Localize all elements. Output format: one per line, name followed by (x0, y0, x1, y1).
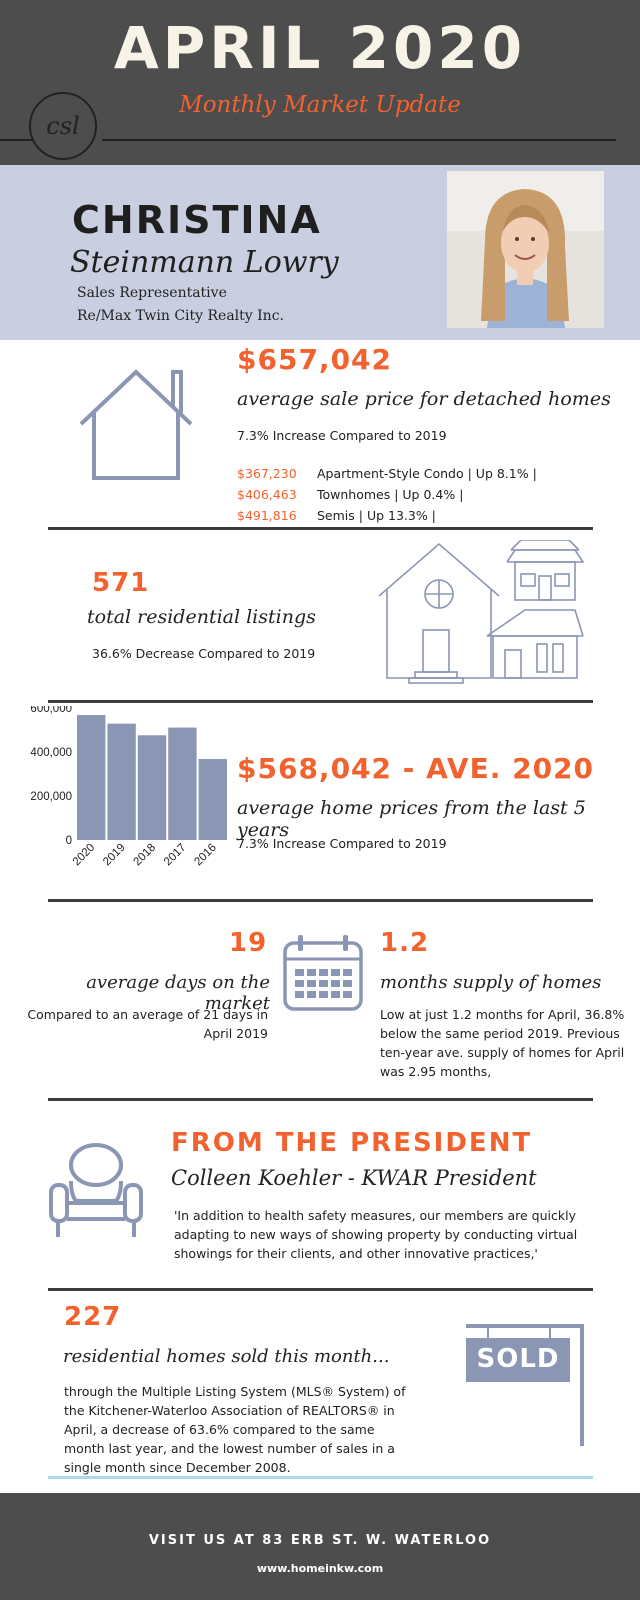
page-subtitle: Monthly Market Update (179, 92, 461, 118)
agent-role: Sales Representative (77, 285, 227, 301)
supply-label: months supply of homes (380, 972, 602, 993)
detached-change: 7.3% Increase Compared to 2019 (237, 428, 447, 443)
detached-price: $657,042 (237, 343, 393, 376)
agent-first-name: CHRISTINA (72, 198, 322, 242)
section-divider (48, 1288, 593, 1291)
supply-note: Low at just 1.2 months for April, 36.8% … (380, 1007, 625, 1079)
days-note: Compared to an average of 21 days in Apr… (27, 1007, 268, 1041)
sold-body: through the Multiple Listing System (MLS… (64, 1384, 406, 1475)
sold-sign-icon (466, 1324, 584, 1446)
section-divider-accent (48, 1476, 593, 1479)
header-rule-right (102, 139, 616, 141)
house-icon (79, 369, 193, 480)
listings-label: total residential listings (87, 606, 316, 628)
chart-bar (107, 723, 136, 840)
header: APRIL 2020 Monthly Market Update csl (0, 0, 640, 165)
logo-text: csl (46, 112, 80, 140)
brand-logo: csl (29, 92, 97, 160)
days-count: 19 (229, 928, 268, 958)
footer: VISIT US AT 83 ERB ST. W. WATERLOO www.h… (0, 1493, 640, 1600)
y-tick-label: 0 (66, 835, 72, 847)
chart-bar (168, 727, 197, 840)
chart-bar (137, 735, 167, 840)
sold-label: residential homes sold this month... (63, 1346, 390, 1367)
five-year-change: 7.3% Increase Compared to 2019 (237, 836, 447, 851)
agent-company: Re/Max Twin City Realty Inc. (77, 308, 284, 324)
agent-band: CHRISTINA Steinmann Lowry Sales Represen… (0, 165, 640, 340)
x-tick-label: 2019 (101, 842, 128, 869)
calendar-icon (283, 935, 363, 1011)
breakdown-price: $491,816 (237, 508, 297, 523)
chart-bar (198, 759, 227, 840)
listings-change: 36.6% Decrease Compared to 2019 (92, 646, 316, 661)
footer-website-link[interactable]: www.homeinkw.com (256, 1562, 384, 1575)
chart-bar (77, 715, 106, 840)
days-label: average days on the market (86, 972, 270, 1014)
supply-count: 1.2 (380, 928, 430, 958)
agent-last-name: Steinmann Lowry (70, 245, 339, 280)
x-tick-label: 2016 (192, 842, 219, 869)
y-tick-label: 400,000 (30, 747, 72, 759)
president-name: Colleen Koehler - KWAR President (171, 1166, 537, 1190)
list-item: $367,230 Apartment-Style Condo | Up 8.1% … (237, 463, 537, 484)
section-divider (48, 700, 593, 703)
breakdown-list: $367,230 Apartment-Style Condo | Up 8.1% … (237, 463, 537, 526)
five-year-label: average home prices from the last 5 year… (237, 797, 586, 841)
listings-count: 571 (92, 568, 150, 598)
armchair-icon (49, 1143, 143, 1237)
x-tick-label: 2018 (132, 842, 159, 869)
president-heading: FROM THE PRESIDENT (171, 1128, 533, 1158)
header-rule-left (0, 139, 34, 141)
footer-address: VISIT US AT 83 ERB ST. W. WATERLOO (148, 1533, 492, 1548)
x-tick-label: 2017 (162, 842, 189, 869)
y-tick-label: 200,000 (30, 791, 72, 803)
x-tick-label: 2020 (71, 842, 98, 869)
president-quote: 'In addition to health safety measures, … (174, 1208, 578, 1261)
y-tick-label: 600,000 (30, 706, 72, 715)
five-year-bar-chart: 600,000 400,000 200,000 0 2020 2019 2018 2017 2… (30, 706, 227, 869)
section-divider (48, 1098, 593, 1101)
list-item: $406,463 Townhomes | Up 0.4% | (237, 484, 537, 505)
sold-count: 227 (64, 1302, 122, 1332)
houses-icon (378, 540, 585, 684)
agent-photo (447, 171, 604, 328)
five-year-headline: $568,042 - AVE. 2020 (237, 752, 595, 785)
detached-label: average sale price for detached homes (237, 388, 611, 410)
page-title: APRIL 2020 (113, 14, 527, 82)
breakdown-text: Semis | Up 13.3% | (317, 508, 436, 523)
breakdown-text: Apartment-Style Condo | Up 8.1% | (317, 466, 537, 481)
breakdown-price: $367,230 (237, 466, 297, 481)
section-divider (48, 527, 593, 530)
breakdown-price: $406,463 (237, 487, 297, 502)
section-divider (48, 899, 593, 902)
list-item: $491,816 Semis | Up 13.3% | (237, 505, 537, 526)
breakdown-text: Townhomes | Up 0.4% | (317, 487, 464, 502)
sold-sign-text: SOLD (476, 1344, 560, 1374)
